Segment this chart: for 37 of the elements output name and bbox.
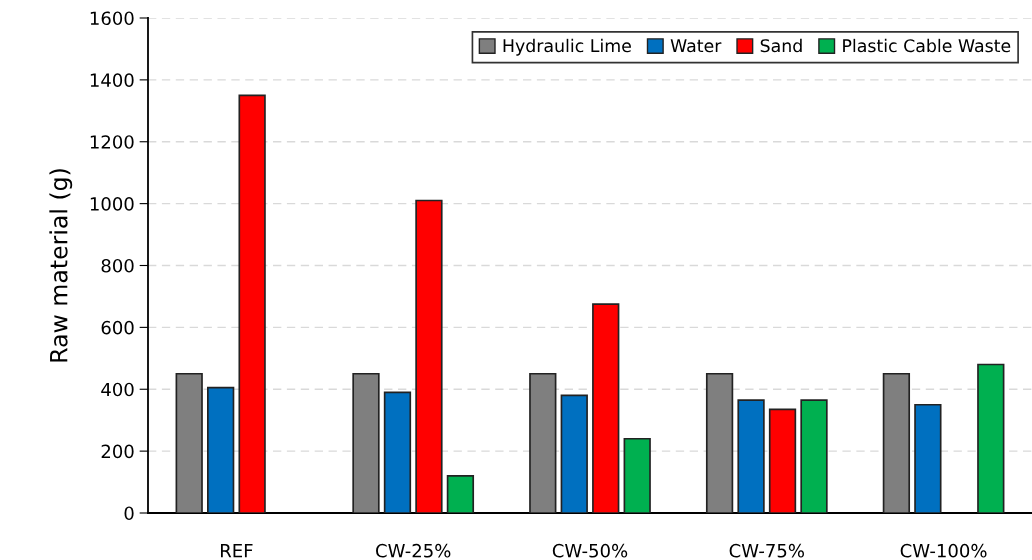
bar [529,372,557,513]
x-tick-label: CW-50% [552,543,628,558]
bar [560,394,588,513]
y-tick-label: 0 [124,506,134,521]
bar [207,386,235,513]
x-tick-label: CW-75% [729,543,804,558]
y-tick-label: 600 [101,320,134,335]
y-tick-label: 1000 [90,197,134,211]
y-tick-label: 200 [101,444,134,459]
legend-label: Plastic Cable Waste [843,38,1011,53]
bar [737,399,765,513]
bar [238,94,266,513]
bar [882,372,911,513]
bar [446,475,475,513]
bar [415,199,443,513]
bar [175,372,203,513]
legend-label: Hydraulic Lime [503,38,631,56]
x-tick-label: REF [221,544,253,558]
bar [352,372,380,513]
x-tick-label: CW-100% [900,543,987,558]
y-tick-label: 1600 [90,11,134,26]
y-tick-label: 1400 [90,73,134,87]
legend-label: Sand [760,38,802,53]
bar [977,363,1005,513]
legend-label: Water [670,39,722,53]
y-tick-label: 800 [101,258,134,273]
bar [768,408,797,513]
x-tick-label: CW-25% [376,543,451,558]
bar [800,399,828,513]
bar [592,303,620,513]
bar [705,372,734,513]
bar [914,403,942,513]
bar [623,437,651,513]
y-tick-label: 1200 [90,135,134,149]
y-tick-label: 400 [101,382,134,397]
bar [383,391,412,513]
y-axis-title: Raw material (g) [49,169,73,362]
